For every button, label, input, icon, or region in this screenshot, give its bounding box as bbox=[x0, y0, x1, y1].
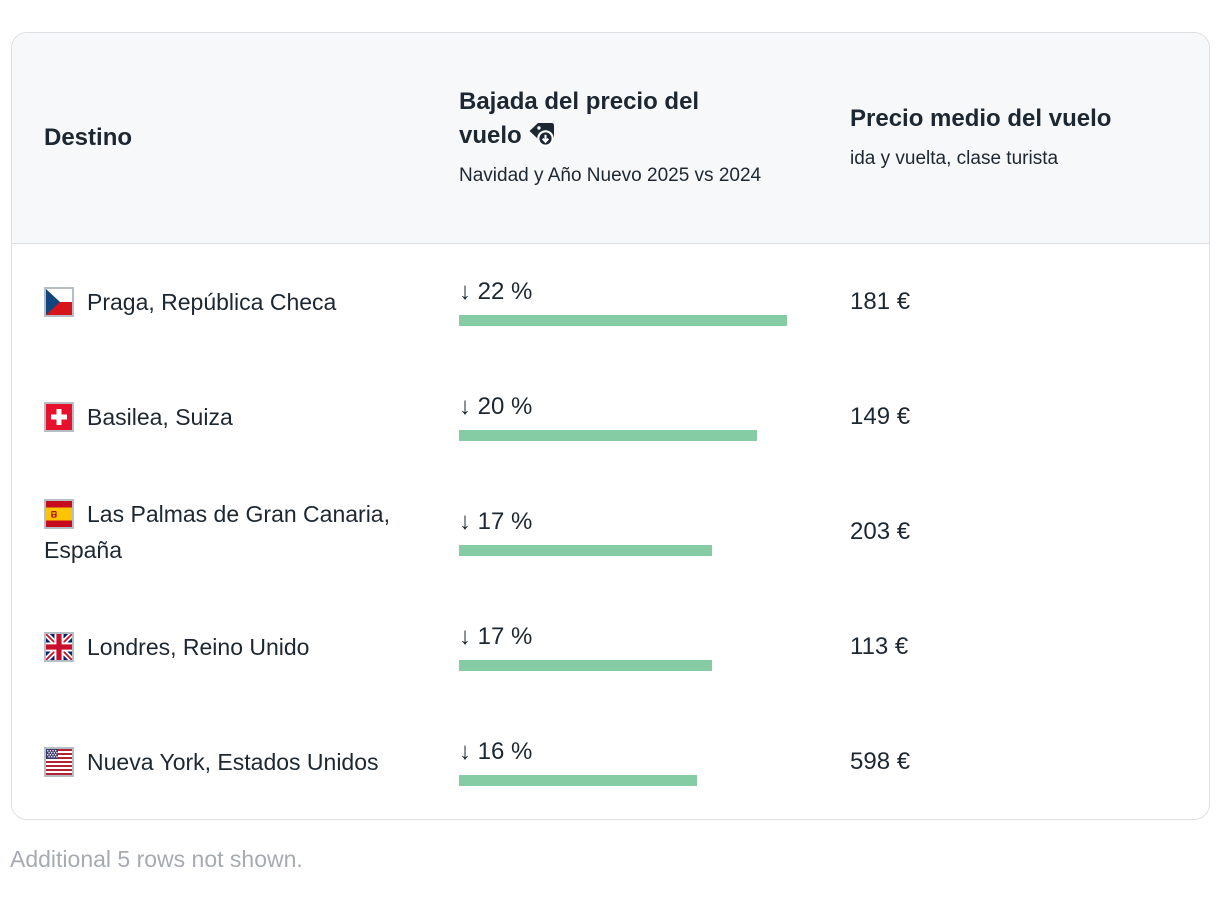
column-title-destino: Destino bbox=[44, 124, 133, 151]
destination-label: Londres, Reino Unido bbox=[87, 633, 310, 660]
destination-cell: Londres, Reino Unido bbox=[44, 629, 450, 665]
price-drop-bar bbox=[459, 659, 712, 671]
price-drop-label: ↓ 17 % bbox=[459, 507, 533, 535]
column-title-bajada: Bajada del precio del vuelo bbox=[459, 85, 749, 153]
price-cell: 181 € bbox=[850, 288, 1185, 316]
price-value: 149 € bbox=[850, 402, 911, 430]
price-drop-bar bbox=[459, 314, 787, 326]
price-value: 113 € bbox=[850, 632, 909, 660]
header-cell-destino: Destino bbox=[44, 121, 459, 155]
destination-label: Nueva York, Estados Unidos bbox=[87, 748, 379, 775]
price-drop-cell: ↓ 17 % bbox=[459, 508, 850, 556]
price-cell: 149 € bbox=[850, 403, 1185, 431]
column-subtitle-precio: ida y vuelta, clase turista bbox=[850, 147, 1059, 169]
flag-czech-republic-icon bbox=[44, 286, 74, 317]
flag-united-kingdom-icon bbox=[44, 631, 74, 662]
price-drop-cell: ↓ 16 % bbox=[459, 738, 850, 786]
price-drop-bar bbox=[459, 429, 757, 441]
destination-cell: Basilea, Suiza bbox=[44, 399, 450, 435]
destination-cell: Nueva York, Estados Unidos bbox=[44, 744, 450, 780]
price-value: 181 € bbox=[850, 287, 911, 315]
destination-label: Basilea, Suiza bbox=[87, 403, 233, 430]
additional-rows-note: Additional 5 rows not shown. bbox=[10, 846, 303, 872]
flight-price-table-card: Destino Bajada del precio del vuelo Navi… bbox=[11, 32, 1210, 820]
price-drop-cell: ↓ 20 % bbox=[459, 393, 850, 441]
destination-cell: Praga, República Checa bbox=[44, 284, 450, 320]
table-row: Basilea, Suiza ↓ 20 % 149 € bbox=[12, 359, 1209, 474]
price-cell: 203 € bbox=[850, 518, 1185, 546]
price-drop-label: ↓ 16 % bbox=[459, 737, 533, 765]
flag-switzerland-icon bbox=[44, 401, 74, 432]
destination-label: Las Palmas de Gran Canaria, España bbox=[44, 500, 390, 563]
price-cell: 113 € bbox=[850, 633, 1185, 661]
price-drop-bar bbox=[459, 544, 712, 556]
price-drop-cell: ↓ 22 % bbox=[459, 278, 850, 326]
flag-united-states-icon bbox=[44, 746, 74, 777]
price-cell: 598 € bbox=[850, 748, 1185, 776]
flag-spain-icon bbox=[44, 498, 74, 529]
price-drop-label: ↓ 20 % bbox=[459, 392, 533, 420]
price-drop-label: ↓ 17 % bbox=[459, 622, 533, 650]
header-cell-precio: Precio medio del vuelo ida y vuelta, cla… bbox=[850, 102, 1185, 175]
table-header-row: Destino Bajada del precio del vuelo Navi… bbox=[12, 33, 1209, 244]
table-row: Londres, Reino Unido ↓ 17 % 113 € bbox=[12, 589, 1209, 704]
price-value: 598 € bbox=[850, 747, 911, 775]
table-row: Nueva York, Estados Unidos ↓ 16 % 598 € bbox=[12, 704, 1209, 819]
table-row: Praga, República Checa ↓ 22 % 181 € bbox=[12, 244, 1209, 359]
header-cell-bajada: Bajada del precio del vuelo Navidad y Añ… bbox=[459, 85, 850, 192]
column-title-precio: Precio medio del vuelo bbox=[850, 104, 1112, 132]
price-value: 203 € bbox=[850, 517, 911, 545]
price-drop-tag-icon bbox=[529, 122, 554, 147]
price-drop-label: ↓ 22 % bbox=[459, 277, 533, 305]
destination-cell: Las Palmas de Gran Canaria, España bbox=[44, 496, 450, 568]
table-body: Praga, República Checa ↓ 22 % 181 € Basi… bbox=[12, 244, 1209, 819]
destination-label: Praga, República Checa bbox=[87, 288, 337, 315]
price-drop-cell: ↓ 17 % bbox=[459, 623, 850, 671]
column-title-bajada-text: Bajada del precio del vuelo bbox=[459, 87, 700, 149]
table-row: Las Palmas de Gran Canaria, España ↓ 17 … bbox=[12, 474, 1209, 589]
column-subtitle-bajada: Navidad y Año Nuevo 2025 vs 2024 bbox=[459, 164, 762, 186]
price-drop-bar bbox=[459, 774, 697, 786]
